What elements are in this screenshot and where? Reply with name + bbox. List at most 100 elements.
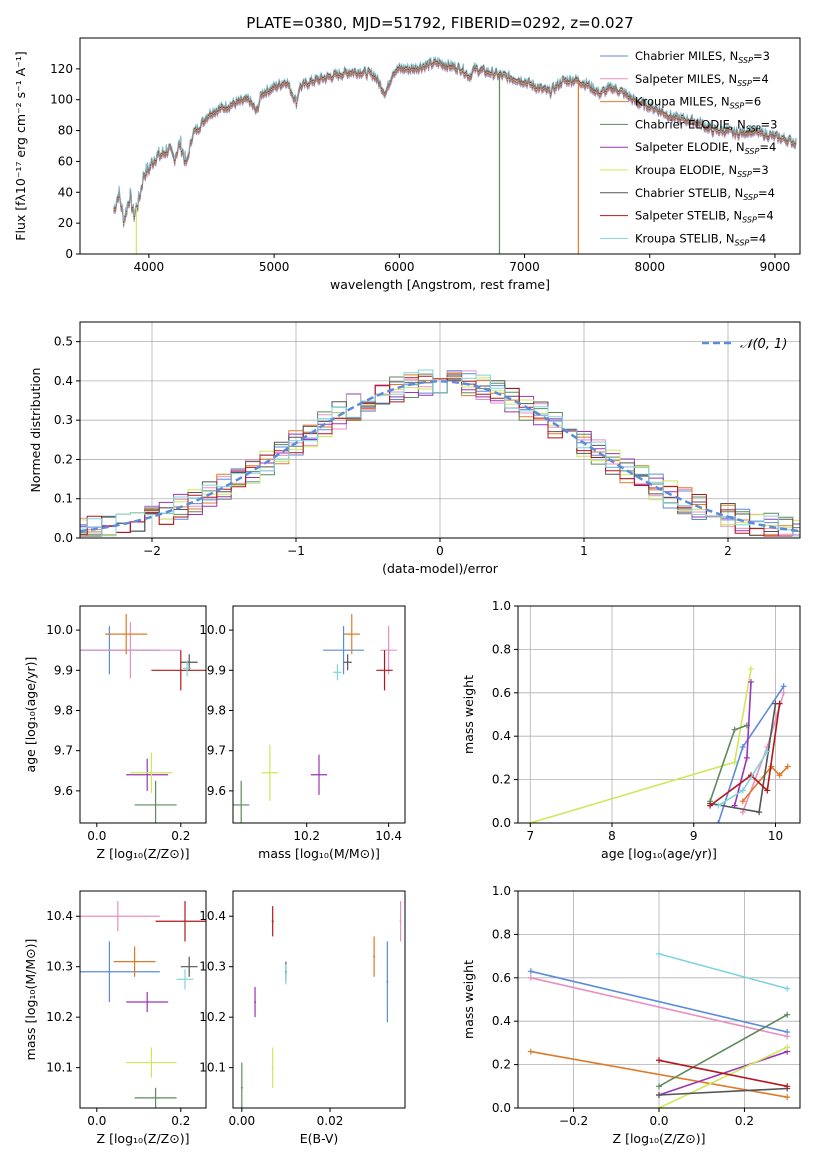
x-tick-label: 8000 [634,260,665,274]
legend-tail: =3 [761,117,778,131]
y-tick-label: 40 [58,185,73,199]
y-tick-label: 0 [65,247,73,261]
y-tick-label: 0.2 [54,452,73,466]
legend-sub: SSP [735,238,750,247]
y-tick-label: 0.8 [492,642,511,656]
x-tick-label: 7 [526,829,534,843]
weight-marker [764,787,771,794]
error-cross [182,660,192,677]
legend-sub: SSP [745,147,760,156]
error-cross [126,758,169,791]
axes-frame [517,605,801,824]
error-cross [343,654,352,671]
weight-marker [656,950,662,957]
plot-area [80,369,800,537]
error-cross [261,744,279,801]
error-cross [126,991,169,1013]
weight-marker [780,689,787,696]
error-cross [240,1062,243,1108]
x-axis-label: Z [log₁₀(Z/Z⊙)] [97,1131,190,1146]
error-cross [343,614,360,655]
legend-sub: SSP [746,124,761,133]
error-cross [105,614,148,655]
y-tick-label: 10.0 [199,623,226,637]
weight-marker [715,820,722,823]
weight-line [742,765,789,802]
weight-marker [747,665,754,672]
y-tick-label: 0.4 [492,729,511,743]
weight-marker [739,744,746,751]
panel-massweight-vs-Z: −0.2 0.0 0.2 0.0 0.2 0.4 0.6 0.8 1.0 Z [log₁₀(Z/Z… [461,884,801,1146]
legend-sub: SSP [742,216,757,225]
x-axis-label: Z [log₁₀(Z/Z⊙)] [97,846,190,861]
weight-marker [784,763,791,770]
error-cross [180,956,198,977]
error-cross [376,650,393,691]
x-tick-label: −2 [143,544,161,558]
weight-line [709,703,781,807]
error-cross [254,986,257,1018]
y-tick-label: 60 [58,154,73,168]
x-tick-label: 0.2 [735,1114,754,1128]
weight-marker [739,787,746,794]
x-tick-label: 8 [608,829,616,843]
y-tick-label: 0.5 [54,335,73,349]
weight-marker [743,754,750,761]
normal-curve [80,380,800,533]
weight-marker [656,1057,662,1064]
legend-sub: SSP [737,170,752,179]
error-cross [180,654,198,671]
panel-age-vs-Z: 0.0 0.2 9.6 9.7 9.8 9.9 10.0 Z [log₁₀(Z/Z⊙)] age… [23,605,207,861]
weight-line [530,977,788,1038]
error-cross [134,1087,177,1108]
error-cross [151,650,206,691]
y-tick-label: 120 [50,62,73,76]
legend-label: Kroupa MILES, NSSP=6 [635,95,761,111]
y-tick-label: 20 [58,216,73,230]
legend-tail: =6 [744,95,761,109]
weight-marker [776,772,783,779]
error-cross [113,946,156,977]
x-tick-label: 0.2 [171,1114,190,1128]
legend-tail: =4 [757,209,774,223]
x-tick-label: 6000 [384,260,415,274]
legend-tail: =4 [752,72,769,86]
y-tick-label: 0.2 [492,773,511,787]
legend-label: Kroupa ELODIE, NSSP=3 [635,163,769,179]
y-tick-label: 0.1 [54,492,73,506]
legend-label: Chabrier STELIB, NSSP=4 [635,186,775,202]
weight-marker [756,809,763,816]
error-cross [380,626,397,675]
weight-marker [731,726,738,733]
error-cross [134,780,177,823]
panel-spectrum: Chabrier MILES, NSSP=3 Salpeter MILES, NS… [13,37,801,292]
x-tick-label: 0.2 [171,829,190,843]
error-cross [233,780,250,823]
y-tick-label: 10.3 [199,960,226,974]
error-cross [130,752,173,793]
axes-frame [232,605,406,824]
x-tick-label: 0.0 [649,1114,668,1128]
y-axis-label: Normed distribution [28,368,43,493]
error-cross [271,1047,274,1088]
x-tick-label: 10.2 [293,829,320,843]
panel-mass-vs-EBV: 0.00 0.02 10.1 10.2 10.3 10.4 E(B-V) [199,890,406,1146]
x-axis-label: mass [log₁₀(M/M⊙)] [258,846,380,861]
legend-label: Salpeter MILES, NSSP=4 [635,72,769,88]
weight-marker [784,985,791,992]
y-tick-label: 0.6 [492,971,511,985]
error-cross [399,901,402,942]
legend-sub: SSP [737,79,752,88]
legend-label: Salpeter ELODIE, NSSP=4 [635,140,776,156]
error-cross [333,664,342,681]
y-tick-label: 9.9 [207,663,226,677]
legend-tail: =4 [749,231,766,245]
y-tick-label: 9.6 [207,784,226,798]
error-cross [373,936,376,977]
legend-label: Chabrier ELODIE, NSSP=3 [635,117,777,133]
error-cross [80,941,160,1003]
y-tick-label: 9.7 [207,744,226,758]
y-tick-label: 0.8 [492,927,511,941]
x-tick-label: −1 [287,544,305,558]
